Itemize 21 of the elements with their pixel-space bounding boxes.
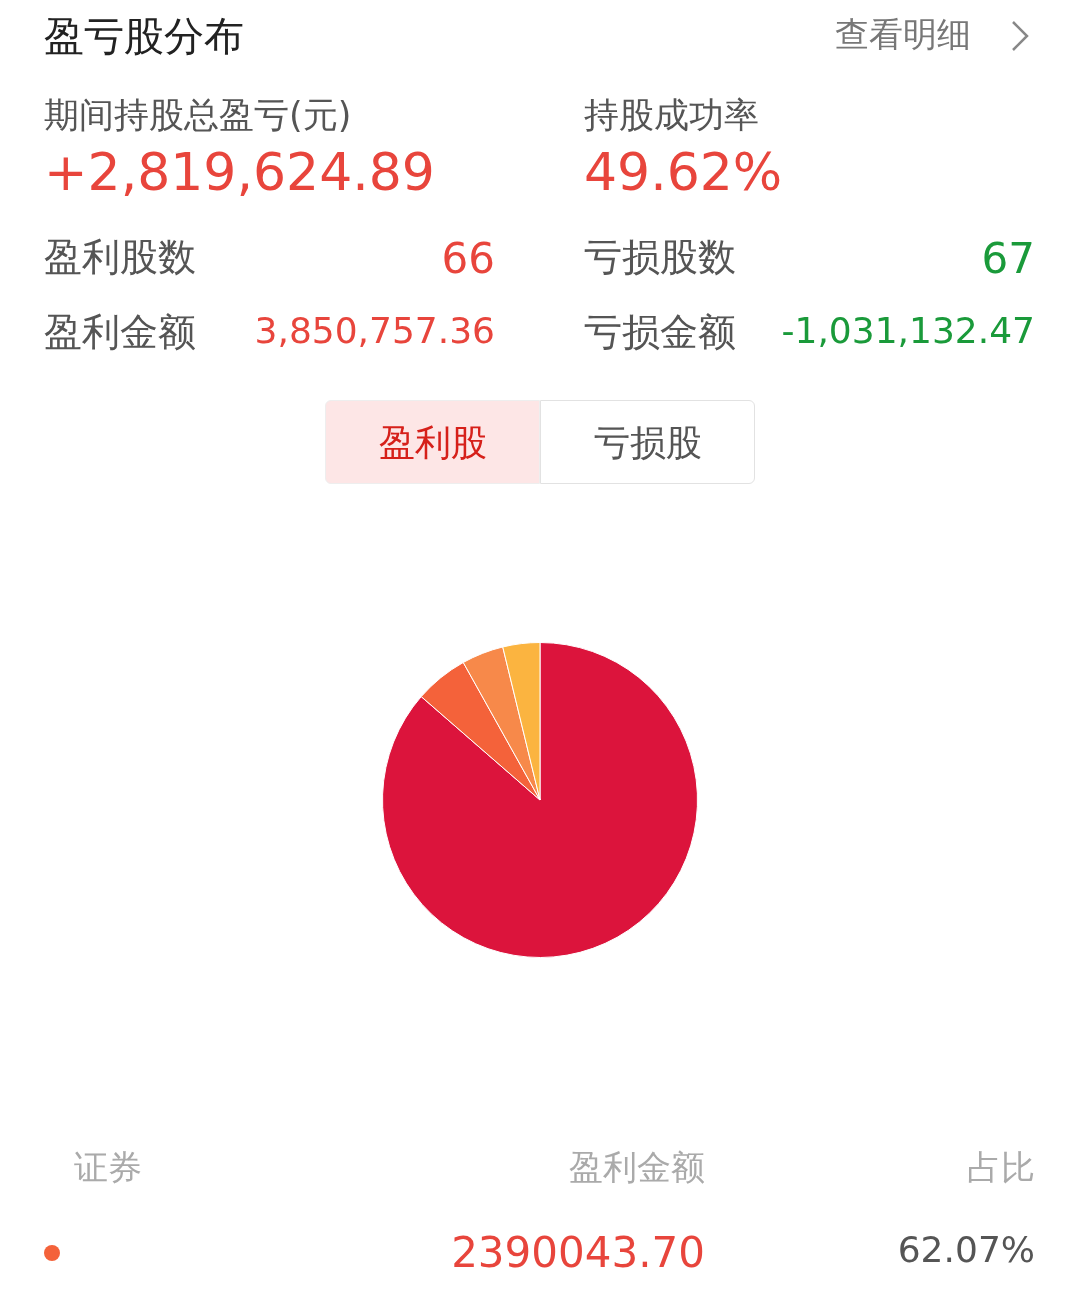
text: 查看明细 [835,14,971,54]
text: 亏损股 [540,400,755,484]
chart-title: 盈亏股分布 [44,13,244,59]
text: 占比 [967,1147,1035,1187]
text: 盈利股 [325,400,540,484]
text: 盈利股数 [44,235,196,279]
text: 2390043.70 [451,1228,705,1277]
text: 证券 [74,1147,142,1187]
text: 持股成功率 [584,95,759,135]
text: 期间持股总盈亏(元) [44,95,352,135]
text: 62.07% [897,1229,1035,1270]
text: 3,850,757.36 [254,310,495,351]
text: +2,819,624.89 [44,142,435,202]
text: 66 [441,234,495,283]
text: -1,031,132.47 [781,310,1035,351]
text: 亏损金额 [584,310,736,354]
text: 盈利金额 [44,310,196,354]
text: 49.62% [584,142,783,202]
text: 盈利金额 [569,1147,705,1187]
text: 亏损股数 [584,235,736,279]
text: 67 [981,234,1035,283]
